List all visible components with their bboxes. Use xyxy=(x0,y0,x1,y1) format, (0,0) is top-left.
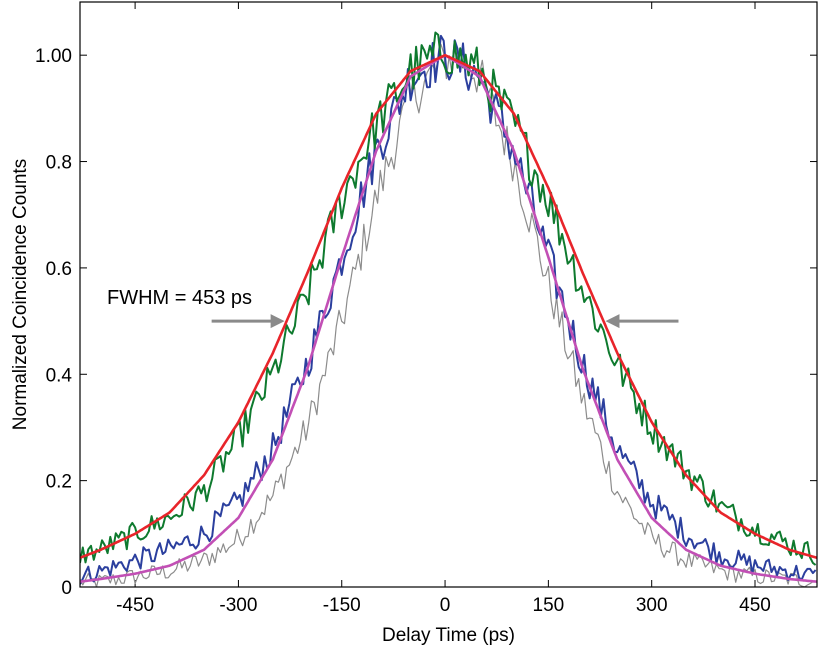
x-tick-label: 150 xyxy=(533,595,565,616)
x-tick-label: 0 xyxy=(440,595,451,616)
series-line-blue xyxy=(80,34,817,585)
series-line-red xyxy=(80,53,817,560)
y-tick-label: 1.00 xyxy=(35,46,72,67)
x-axis-label: Delay Time (ps) xyxy=(382,625,515,646)
fwhm-label: FWHM = 453 ps xyxy=(107,287,252,309)
tick-labels: -450 -300 -150 0 150 300 450 0 0.2 0.4 0.6 0.8 1.00 xyxy=(35,46,771,616)
plot-frame xyxy=(79,1,818,588)
y-tick-label: 0.4 xyxy=(46,365,73,386)
y-axis-label: Normalized Coincidence Counts xyxy=(10,159,31,430)
fwhm-arrowhead-right xyxy=(605,314,620,329)
x-tick-label: 300 xyxy=(636,595,668,616)
y-tick-label: 0 xyxy=(61,578,72,599)
fwhm-arrowhead-left xyxy=(270,314,285,329)
x-tick-label: 450 xyxy=(739,595,771,616)
x-tick-label: -300 xyxy=(219,595,257,616)
series-layer xyxy=(80,31,817,587)
y-tick-label: 0.6 xyxy=(46,259,72,280)
series-line-gray xyxy=(80,43,816,587)
x-tick-label: -150 xyxy=(323,595,361,616)
axis-ticks xyxy=(80,2,817,588)
x-tick-label: -450 xyxy=(116,595,154,616)
fwhm-annotation: FWHM = 453 ps xyxy=(107,287,679,329)
y-tick-label: 0.8 xyxy=(46,153,72,174)
y-tick-label: 0.2 xyxy=(46,472,72,493)
